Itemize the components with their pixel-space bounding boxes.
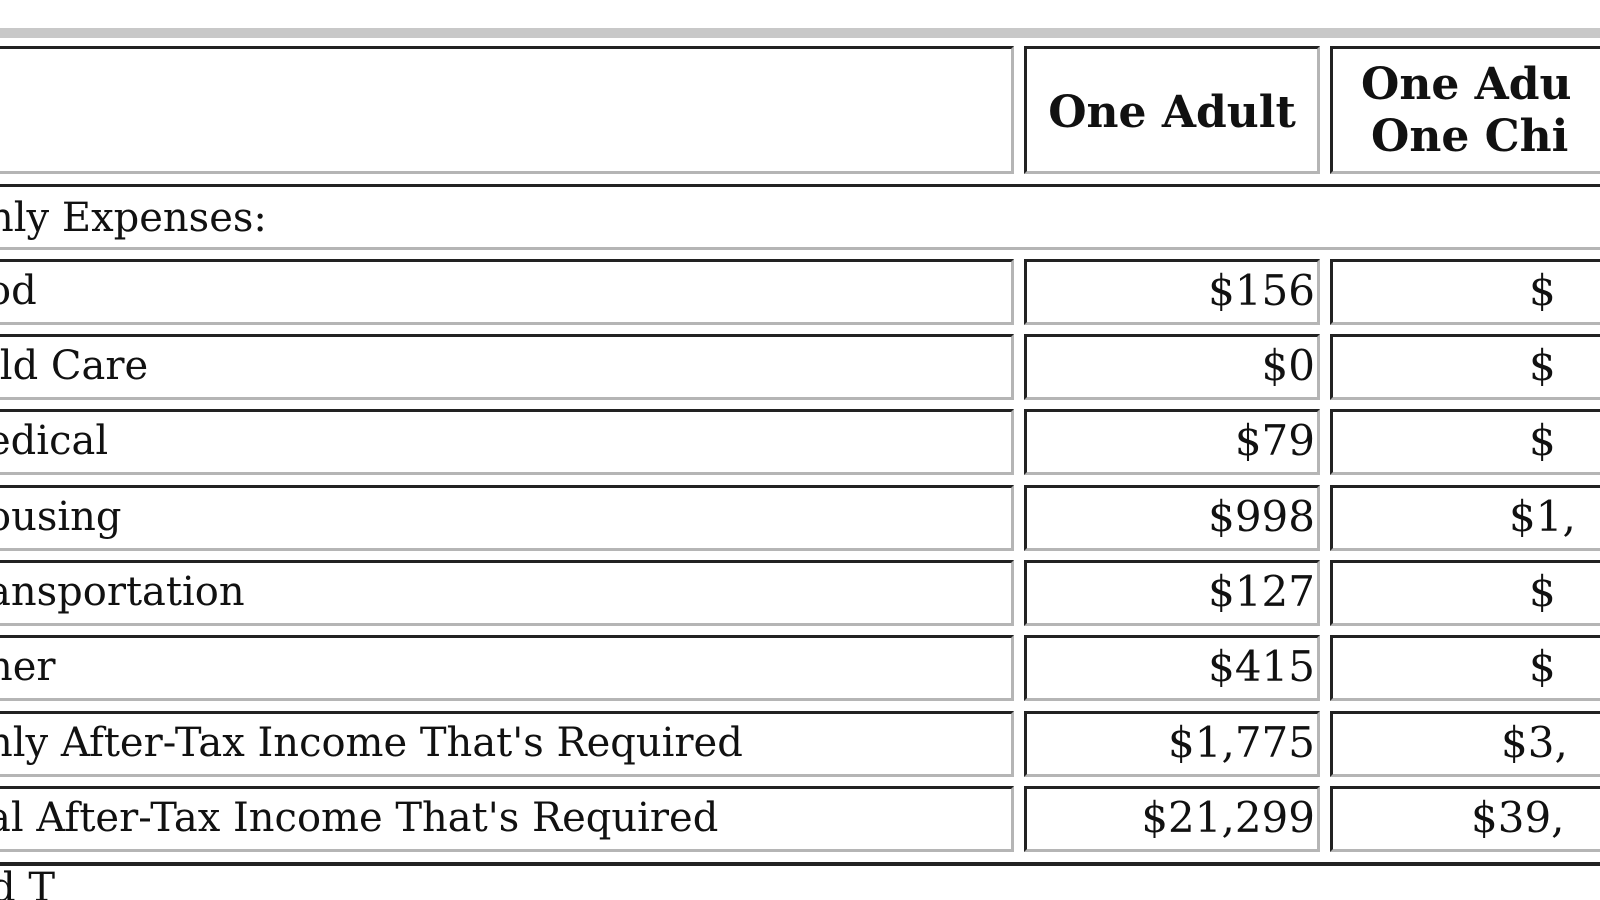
row-label-other: her — [0, 635, 1014, 701]
row-label-medical: edical — [0, 409, 1014, 475]
cell-one-adult-food: $156 — [1024, 259, 1320, 325]
header-blank-cell — [0, 46, 1014, 174]
row-label-text: od — [0, 268, 37, 314]
row-label-child-care: ild Care — [0, 334, 1014, 400]
bottom-divider — [0, 862, 1600, 866]
row-label-annual-after-tax-income: al After-Tax Income That's Required — [0, 786, 1014, 852]
row-label-housing: ousing — [0, 485, 1014, 551]
cell-value: $79 — [1234, 416, 1315, 465]
column-header-line-2: One Chi — [1371, 111, 1569, 162]
cell-value: $ — [1529, 567, 1556, 616]
cell-value: $127 — [1208, 567, 1315, 616]
cell-value: $ — [1529, 642, 1556, 691]
row-label-text: ousing — [0, 494, 122, 540]
cell-value: $1, — [1509, 492, 1576, 541]
section-row-monthly-expenses: nly Expenses: — [0, 184, 1600, 250]
row-label-text: nly After-Tax Income That's Required — [0, 720, 743, 766]
cell-value: $21,299 — [1141, 793, 1315, 842]
column-header-one-adult-one-child: One Adu One Chi — [1330, 46, 1600, 174]
cell-one-adult-monthly-income: $1,775 — [1024, 711, 1320, 777]
cell-col2-child-care: $ — [1330, 334, 1600, 400]
cell-one-adult-housing: $998 — [1024, 485, 1320, 551]
cell-col2-monthly-income: $3, — [1330, 711, 1600, 777]
cell-value: $39, — [1471, 793, 1565, 842]
section-label: nly Expenses: — [0, 195, 267, 241]
row-label-text: al After-Tax Income That's Required — [0, 795, 719, 841]
cell-value: $3, — [1501, 718, 1568, 767]
cell-col2-housing: $1, — [1330, 485, 1600, 551]
cell-col2-annual-income: $39, — [1330, 786, 1600, 852]
cell-value: $415 — [1208, 642, 1315, 691]
cell-one-adult-other: $415 — [1024, 635, 1320, 701]
cell-value: $ — [1529, 341, 1556, 390]
top-divider — [0, 28, 1600, 38]
cell-one-adult-medical: $79 — [1024, 409, 1320, 475]
row-label-monthly-after-tax-income: nly After-Tax Income That's Required — [0, 711, 1014, 777]
cell-one-adult-child-care: $0 — [1024, 334, 1320, 400]
cell-one-adult-annual-income: $21,299 — [1024, 786, 1320, 852]
next-section-label-partial: d T — [0, 865, 55, 900]
cell-one-adult-transportation: $127 — [1024, 560, 1320, 626]
column-header-line-1: One Adu — [1361, 59, 1572, 110]
row-label-text: her — [0, 644, 56, 690]
row-label-text: edical — [0, 418, 109, 464]
cell-value: $1,775 — [1168, 718, 1315, 767]
cell-value: $0 — [1261, 341, 1315, 390]
cell-value: $ — [1529, 266, 1556, 315]
cell-value: $ — [1529, 416, 1556, 465]
cell-value: $156 — [1208, 266, 1315, 315]
cell-col2-food: $ — [1330, 259, 1600, 325]
column-header-one-adult: One Adult — [1024, 46, 1320, 174]
cell-col2-medical: $ — [1330, 409, 1600, 475]
cell-col2-transportation: $ — [1330, 560, 1600, 626]
row-label-transportation: ansportation — [0, 560, 1014, 626]
column-header-one-adult-label: One Adult — [1048, 87, 1296, 138]
row-label-food: od — [0, 259, 1014, 325]
cell-value: $998 — [1208, 492, 1315, 541]
row-label-text: ansportation — [0, 569, 245, 615]
row-label-text: ild Care — [0, 343, 149, 389]
cell-col2-other: $ — [1330, 635, 1600, 701]
